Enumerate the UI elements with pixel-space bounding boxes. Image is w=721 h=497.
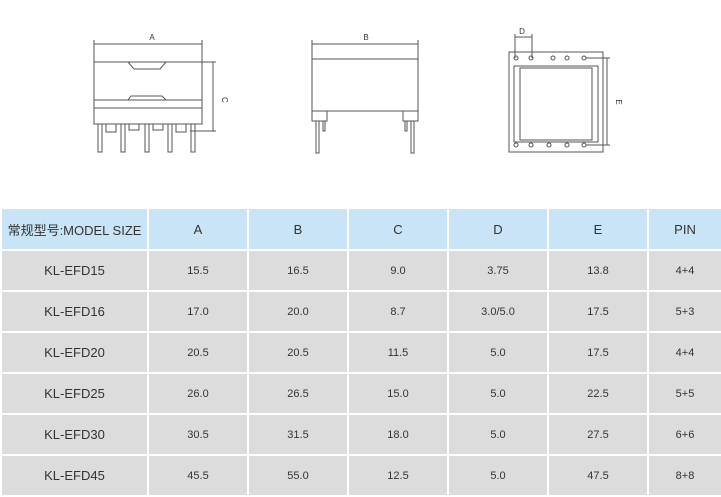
cell-c: 11.5 xyxy=(347,331,449,374)
dimension-d-label: D xyxy=(519,27,525,36)
cell-model: KL-EFD15 xyxy=(0,249,149,292)
header-c: C xyxy=(347,207,449,251)
header-a: A xyxy=(147,207,249,251)
model-size-table: 常规型号:MODEL SIZE A B C D E PIN KL-EFD15 15… xyxy=(0,207,721,497)
cell-d: 3.0/5.0 xyxy=(447,290,549,333)
cell-e: 27.5 xyxy=(547,413,649,456)
cell-a: 20.5 xyxy=(147,331,249,374)
cell-model: KL-EFD30 xyxy=(0,413,149,456)
table-row: KL-EFD45 45.5 55.0 12.5 5.0 47.5 8+8 xyxy=(0,454,721,497)
cell-d: 3.75 xyxy=(447,249,549,292)
cell-d: 5.0 xyxy=(447,413,549,456)
dimension-b-label: B xyxy=(363,33,368,42)
cell-d: 5.0 xyxy=(447,372,549,415)
table-row: KL-EFD20 20.5 20.5 11.5 5.0 17.5 4+4 xyxy=(0,331,721,374)
cell-d: 5.0 xyxy=(447,454,549,497)
cell-e: 22.5 xyxy=(547,372,649,415)
cell-b: 20.0 xyxy=(247,290,349,333)
cell-pin: 4+4 xyxy=(647,331,721,374)
cell-a: 30.5 xyxy=(147,413,249,456)
cell-d: 5.0 xyxy=(447,331,549,374)
bottom-view-drawing: D E xyxy=(508,27,623,153)
cell-a: 15.5 xyxy=(147,249,249,292)
dimension-e-label: E xyxy=(614,99,623,104)
cell-e: 13.8 xyxy=(547,249,649,292)
cell-c: 18.0 xyxy=(347,413,449,456)
cell-b: 55.0 xyxy=(247,454,349,497)
front-view-drawing: A C xyxy=(93,33,229,153)
cell-c: 9.0 xyxy=(347,249,449,292)
header-d: D xyxy=(447,207,549,251)
cell-b: 31.5 xyxy=(247,413,349,456)
cell-b: 26.5 xyxy=(247,372,349,415)
table-row: KL-EFD16 17.0 20.0 8.7 3.0/5.0 17.5 5+3 xyxy=(0,290,721,333)
cell-model: KL-EFD16 xyxy=(0,290,149,333)
side-view-drawing: B xyxy=(311,33,419,154)
header-model-size: 常规型号:MODEL SIZE xyxy=(0,207,149,251)
cell-model: KL-EFD45 xyxy=(0,454,149,497)
cell-c: 15.0 xyxy=(347,372,449,415)
table-row: KL-EFD25 26.0 26.5 15.0 5.0 22.5 5+5 xyxy=(0,372,721,415)
cell-a: 17.0 xyxy=(147,290,249,333)
cell-e: 47.5 xyxy=(547,454,649,497)
dimension-c-label: C xyxy=(220,97,229,103)
cell-a: 26.0 xyxy=(147,372,249,415)
cell-pin: 6+6 xyxy=(647,413,721,456)
cell-a: 45.5 xyxy=(147,454,249,497)
cell-pin: 4+4 xyxy=(647,249,721,292)
cell-model: KL-EFD25 xyxy=(0,372,149,415)
cell-b: 20.5 xyxy=(247,331,349,374)
table-header-row: 常规型号:MODEL SIZE A B C D E PIN xyxy=(0,207,721,251)
cell-pin: 8+8 xyxy=(647,454,721,497)
table-row: KL-EFD15 15.5 16.5 9.0 3.75 13.8 4+4 xyxy=(0,249,721,292)
transformer-dimension-drawings: A C B D E xyxy=(93,27,623,154)
cell-e: 17.5 xyxy=(547,331,649,374)
cell-pin: 5+5 xyxy=(647,372,721,415)
header-pin: PIN xyxy=(647,207,721,251)
header-b: B xyxy=(247,207,349,251)
header-e: E xyxy=(547,207,649,251)
dimension-a-label: A xyxy=(149,33,155,42)
cell-b: 16.5 xyxy=(247,249,349,292)
cell-c: 8.7 xyxy=(347,290,449,333)
cell-e: 17.5 xyxy=(547,290,649,333)
cell-pin: 5+3 xyxy=(647,290,721,333)
table-row: KL-EFD30 30.5 31.5 18.0 5.0 27.5 6+6 xyxy=(0,413,721,456)
cell-model: KL-EFD20 xyxy=(0,331,149,374)
cell-c: 12.5 xyxy=(347,454,449,497)
